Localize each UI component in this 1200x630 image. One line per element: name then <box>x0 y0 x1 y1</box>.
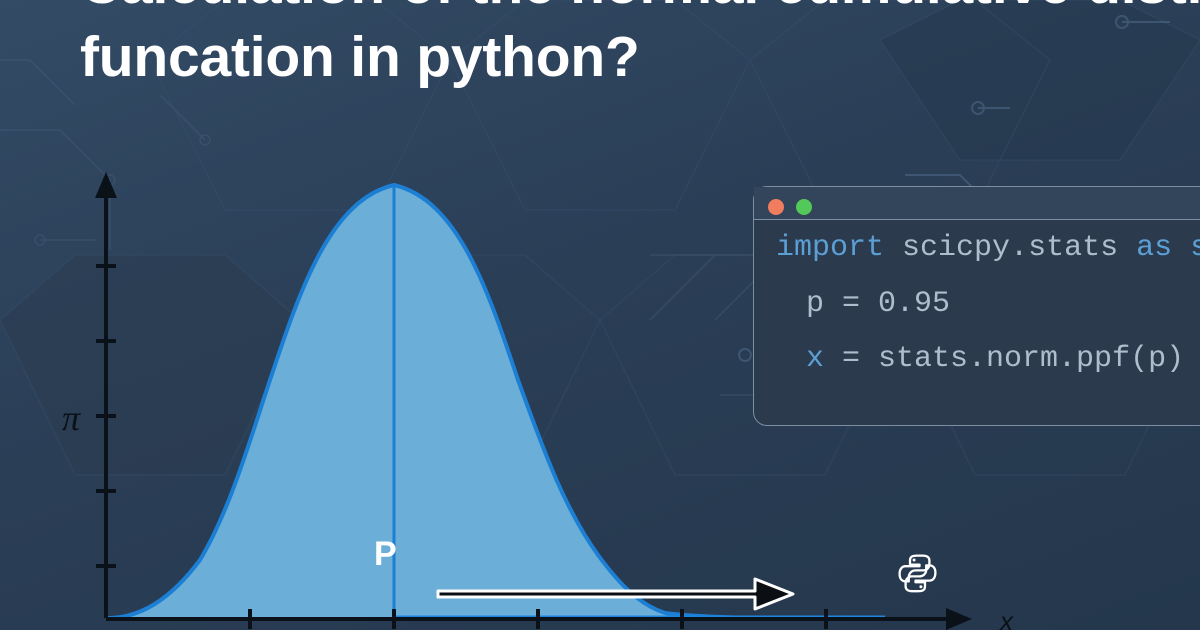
svg-text:π: π <box>62 398 81 438</box>
svg-text:x: x <box>998 606 1014 630</box>
svg-text:P: P <box>374 535 397 573</box>
